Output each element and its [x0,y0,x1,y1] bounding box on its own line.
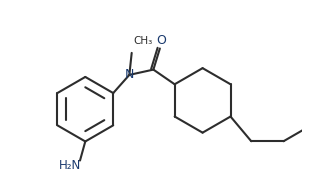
Text: CH₃: CH₃ [133,36,153,46]
Text: N: N [125,68,134,81]
Text: O: O [156,34,166,47]
Text: H₂N: H₂N [59,159,81,172]
